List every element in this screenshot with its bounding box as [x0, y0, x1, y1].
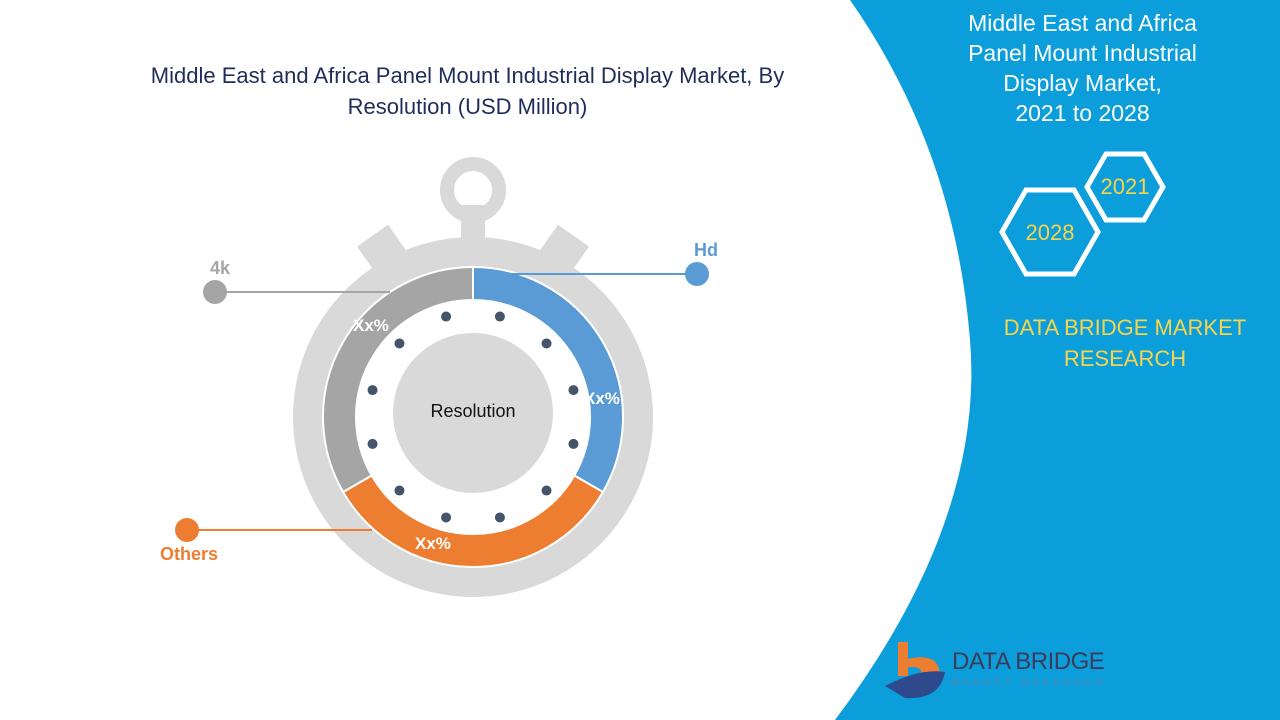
- side-title-line: Display Market,: [1003, 70, 1162, 96]
- dial-dot: [441, 512, 452, 523]
- data-label-others: Xx%: [415, 534, 451, 553]
- center-label: Resolution: [430, 401, 516, 421]
- year-2021: 2021: [1100, 174, 1150, 199]
- year-2028: 2028: [1025, 220, 1075, 245]
- logo-text: DATA BRIDGE: [952, 648, 1105, 675]
- dial-dot: [367, 438, 378, 449]
- data-label-hd: Xx%: [584, 389, 620, 408]
- hexagon-2028: [999, 187, 1101, 277]
- legend-marker-4k: [203, 280, 227, 304]
- dial-dot: [367, 385, 378, 396]
- side-panel-title: Middle East and Africa Panel Mount Indus…: [940, 8, 1225, 128]
- hexagon-2021: [1084, 151, 1166, 223]
- side-panel-background: [835, 0, 1280, 720]
- dial-dot: [541, 338, 552, 349]
- dial-dot: [394, 338, 405, 349]
- side-title-line: Middle East and Africa: [968, 10, 1197, 36]
- brand-line: RESEARCH: [1063, 346, 1187, 371]
- dial-dot: [494, 512, 505, 523]
- legend-marker-others: [175, 518, 199, 542]
- side-title-line: Panel Mount Industrial: [968, 40, 1197, 66]
- brand-name: DATA BRIDGE MARKET RESEARCH: [985, 312, 1265, 374]
- side-title-line: 2021 to 2028: [1015, 100, 1150, 126]
- legend-label-others: Others: [160, 544, 219, 564]
- center-circle: [393, 333, 553, 493]
- dial-dot: [568, 438, 579, 449]
- legend-label-4k: 4k: [210, 258, 231, 278]
- dial-dot: [541, 485, 552, 496]
- data-label-4k: Xx%: [353, 316, 389, 335]
- dial-dot: [568, 385, 579, 396]
- logo-icon: [885, 642, 945, 699]
- legend-marker-hd: [685, 262, 709, 286]
- logo-subtext: MARKET RESEARCH: [952, 678, 1107, 687]
- legend-label-hd: Hd: [694, 240, 718, 260]
- dial-dot: [394, 485, 405, 496]
- dial-dot: [494, 311, 505, 322]
- dial-dot: [441, 311, 452, 322]
- brand-line: DATA BRIDGE MARKET: [1003, 315, 1247, 340]
- chart-title: Middle East and Africa Panel Mount Indus…: [150, 63, 785, 119]
